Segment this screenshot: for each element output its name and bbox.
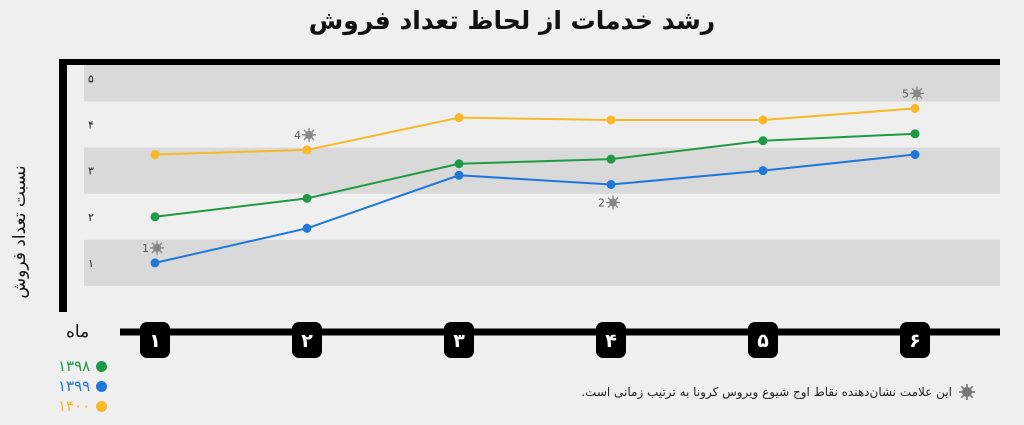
data-point: [302, 223, 312, 233]
virus-icon: [150, 240, 164, 255]
data-point: [454, 159, 464, 169]
data-point: [910, 150, 920, 160]
data-point: [150, 150, 160, 160]
x-tick-badge: [748, 322, 778, 358]
annotation-label: 4: [294, 129, 301, 142]
annotation-label: 1: [142, 242, 149, 255]
y-axis-label: نسبت تعداد فروش: [10, 165, 30, 299]
legend-item-1400: ۱۴۰۰: [58, 396, 108, 416]
legend-item-1398: ۱۳۹۸: [58, 356, 108, 376]
series-line-0: [154, 132, 916, 218]
data-point: [758, 115, 768, 125]
chart-title: رشد خدمات از لحاظ تعداد فروش: [308, 6, 716, 35]
x-tick-label: ۴: [605, 330, 617, 352]
x-tick-label: ۳: [453, 330, 465, 352]
legend-label-1400: ۱۴۰۰: [58, 397, 91, 415]
x-tick-label: ۵: [757, 330, 769, 352]
x-tick-badge: [444, 322, 474, 358]
data-point: [910, 103, 920, 113]
data-point: [606, 154, 616, 164]
legend-dot-1399: [96, 380, 108, 392]
annotation-note: این علامت نشان‌دهنده نقاط اوج شیوع ویروس…: [581, 383, 976, 401]
legend-item-1399: ۱۳۹۹: [58, 376, 108, 396]
data-point: [606, 180, 616, 189]
annotation-note-text: این علامت نشان‌دهنده نقاط اوج شیوع ویروس…: [581, 385, 952, 399]
band: [84, 60, 1000, 102]
x-tick-badge: [900, 322, 930, 358]
band: [84, 147, 1000, 194]
legend-label-1399: ۱۳۹۹: [58, 377, 91, 395]
x-tick-label: ۶: [909, 330, 921, 352]
series-line-2: [154, 107, 916, 156]
band: [84, 239, 1000, 286]
x-tick-badge: [596, 322, 626, 358]
data-point: [454, 113, 464, 123]
annotation-label: 2: [598, 197, 605, 210]
annotation-label: 5: [902, 87, 909, 100]
data-point: [758, 166, 768, 176]
data-point: [150, 212, 160, 222]
virus-icon: [959, 384, 975, 400]
legend: ۱۳۹۸ ۱۳۹۹ ۱۴۰۰: [58, 356, 108, 416]
data-point: [758, 136, 768, 146]
y-tick-label: ۴: [88, 119, 94, 132]
y-tick-label: ۲: [88, 211, 94, 224]
virus-icon: [606, 195, 620, 210]
x-axis-label: ماه: [66, 322, 90, 342]
virus-icon: [302, 127, 316, 142]
x-tick-badge: [292, 322, 322, 358]
data-point: [606, 115, 616, 125]
data-point: [150, 258, 160, 268]
data-point: [454, 170, 464, 180]
legend-dot-1398: [96, 360, 108, 372]
x-tick-badge: [140, 322, 170, 358]
x-tick-label: ۲: [301, 330, 313, 352]
series-line-1: [154, 153, 916, 264]
virus-icon: [910, 86, 924, 101]
data-point: [302, 193, 312, 203]
y-tick-label: ۱: [88, 257, 94, 270]
x-tick-label: ۱: [149, 330, 161, 352]
data-point: [302, 145, 312, 155]
legend-label-1398: ۱۳۹۸: [58, 357, 91, 375]
data-point: [910, 129, 920, 139]
y-tick-label: ۵: [88, 72, 94, 85]
legend-dot-1400: [96, 400, 108, 412]
y-tick-label: ۳: [88, 165, 94, 178]
